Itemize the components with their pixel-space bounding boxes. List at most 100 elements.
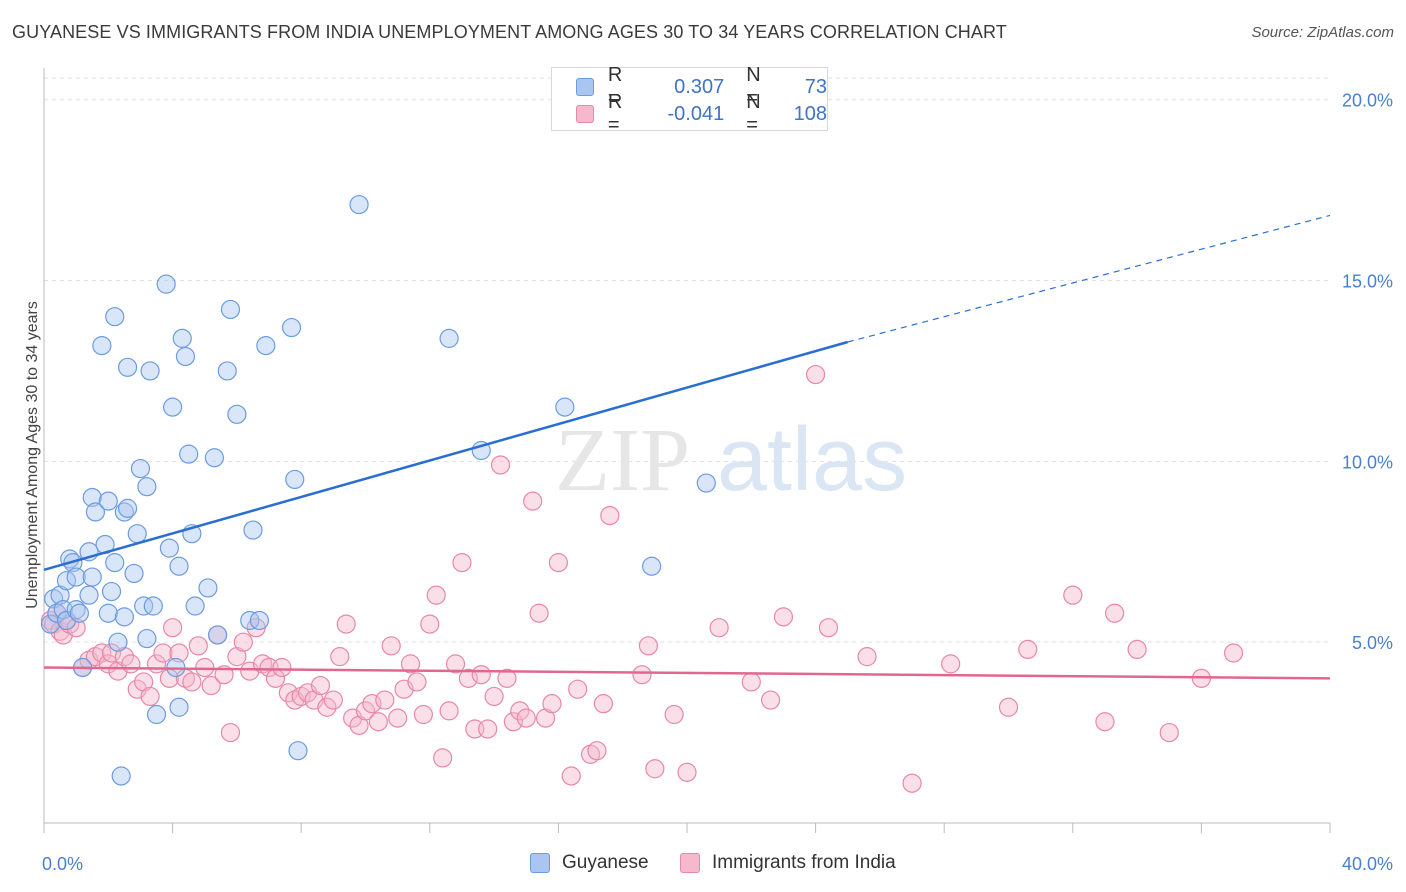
india-point [645, 759, 665, 779]
guyanese-point [111, 766, 131, 786]
guyanese-point [256, 336, 276, 356]
india-point [445, 654, 466, 674]
india-point [1104, 603, 1125, 623]
guyanese-point [124, 563, 144, 584]
guyanese-point [117, 498, 138, 518]
guyanese-point [204, 448, 224, 468]
guyanese-point [172, 328, 192, 348]
india-point [805, 364, 826, 385]
legend-r-value: -0.041 [667, 102, 725, 125]
guyanese-point [185, 596, 205, 616]
grid-lines [44, 77, 1330, 643]
india-point [568, 679, 588, 699]
guyanese-point [82, 487, 102, 508]
guyanese-point [349, 194, 369, 215]
india-point [182, 672, 202, 692]
india-point [195, 657, 215, 678]
guyanese-point [79, 585, 99, 605]
india-point [323, 690, 343, 710]
legend-n-value: 73 [804, 75, 828, 98]
guyanese-point [69, 603, 89, 623]
guyanese-point [156, 274, 176, 294]
india-point [188, 636, 208, 656]
legend-label-guyanese: Guyanese [562, 852, 649, 873]
india-point [548, 553, 569, 573]
guyanese-point [47, 603, 67, 623]
source-credit: Source: ZipAtlas.com [1251, 24, 1394, 41]
y-tick-label: 20.0% [1342, 91, 1393, 111]
guyanese-point [114, 607, 134, 627]
guyanese-point [130, 458, 151, 479]
india-point [542, 694, 562, 714]
y-tick-label: 15.0% [1342, 272, 1393, 292]
india-point [490, 455, 511, 475]
correlation-legend: R = 0.307 N = 73 R = -0.041 N = 108 [551, 64, 828, 136]
india-point [426, 585, 446, 605]
guyanese-point [108, 632, 128, 652]
guyanese-point [143, 596, 163, 616]
guyanese-point [140, 361, 160, 381]
india-point [50, 621, 70, 641]
guyanese-point [146, 704, 167, 725]
guyanese-point [159, 538, 179, 558]
india-point [355, 701, 376, 721]
india-point [272, 657, 292, 678]
legend-swatch-india [576, 105, 594, 123]
india-point [163, 618, 183, 638]
india-point [561, 766, 581, 786]
legend-row-india: R = -0.041 N = 108 [576, 91, 827, 136]
india-point [310, 675, 331, 696]
india-point [1063, 585, 1083, 605]
india-point [529, 603, 549, 623]
y-tick-label: 10.0% [1342, 452, 1393, 472]
india-point [941, 654, 961, 674]
guyanese-point [44, 589, 64, 609]
guyanese-point [92, 336, 112, 356]
india-point [902, 773, 922, 793]
india-point [600, 505, 620, 526]
guyanese-point [163, 397, 183, 417]
india-point [1159, 722, 1179, 743]
india-point [121, 654, 141, 674]
guyanese-point [137, 628, 157, 649]
india-point [388, 708, 408, 728]
y-tick-labels: 5.0% 10.0% 15.0% 20.0% [1342, 91, 1393, 653]
india-point [452, 553, 472, 573]
guyanese-point [179, 444, 199, 464]
india-point [587, 741, 607, 761]
legend-n-label: N = [746, 91, 761, 136]
guyanese-point [281, 317, 302, 338]
india-point [818, 618, 839, 638]
guyanese-point [98, 603, 118, 623]
india-point [478, 719, 498, 739]
india-point [336, 614, 356, 634]
guyanese-point [85, 502, 106, 522]
india-point [381, 636, 401, 656]
legend-swatch-india [680, 853, 700, 873]
guyanese-point [101, 581, 122, 602]
india-point [1127, 639, 1147, 660]
guyanese-point [117, 357, 138, 377]
india-point [420, 614, 440, 634]
india-point [677, 762, 697, 782]
guyanese-point [249, 610, 270, 631]
guyanese-point [696, 473, 716, 493]
india-point [413, 704, 433, 725]
india-point [484, 686, 504, 707]
guyanese-point [56, 571, 77, 591]
watermark-zip: ZIP [555, 411, 690, 510]
india-point [153, 643, 173, 663]
legend-swatch-guyanese [530, 853, 550, 873]
india-point [433, 748, 453, 768]
india-point [233, 632, 253, 652]
india-point [140, 686, 160, 707]
guyanese-point [208, 625, 228, 645]
legend-swatch-guyanese [576, 78, 594, 96]
guyanese-point [288, 741, 308, 761]
india-point [330, 647, 350, 667]
guyanese-point [40, 614, 61, 634]
guyanese-point [243, 520, 263, 540]
india-point [92, 643, 112, 663]
india-point [400, 654, 421, 674]
